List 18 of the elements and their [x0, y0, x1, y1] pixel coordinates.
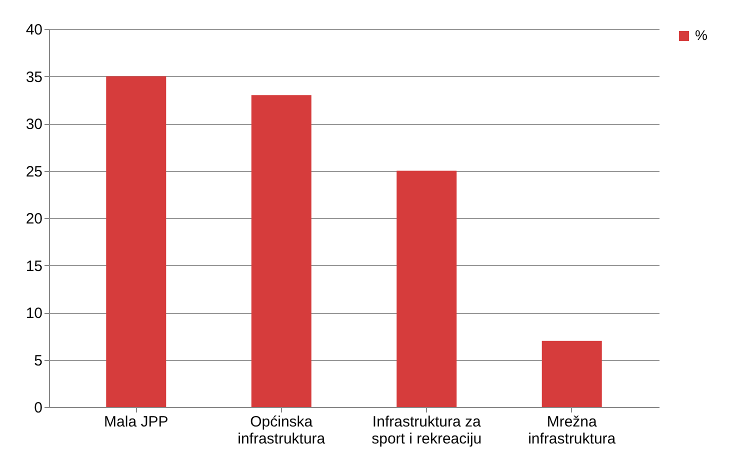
- x-tick-label: Infrastruktura za sport i rekreaciju: [372, 414, 482, 448]
- bar: [542, 340, 602, 407]
- y-tick-label: 25: [26, 163, 42, 180]
- y-tick-label: 15: [26, 258, 42, 275]
- y-tick-label: 0: [34, 400, 42, 416]
- bar: [396, 170, 457, 407]
- x-tick-label: Mrežna infrastruktura: [528, 414, 616, 448]
- bar: [251, 95, 312, 407]
- y-tick-label: 40: [26, 22, 42, 38]
- bar: [106, 76, 166, 407]
- y-tick-label: 30: [26, 116, 42, 133]
- y-tick-label: 10: [26, 305, 42, 322]
- y-tick-label: 35: [26, 68, 42, 86]
- x-tick-label: Općinska infrastruktura: [238, 414, 326, 448]
- legend-label: %: [695, 27, 708, 43]
- y-tick-label: 20: [26, 210, 42, 228]
- x-tick-label: Mala JPP: [104, 414, 168, 430]
- y-tick-label: 5: [34, 352, 42, 370]
